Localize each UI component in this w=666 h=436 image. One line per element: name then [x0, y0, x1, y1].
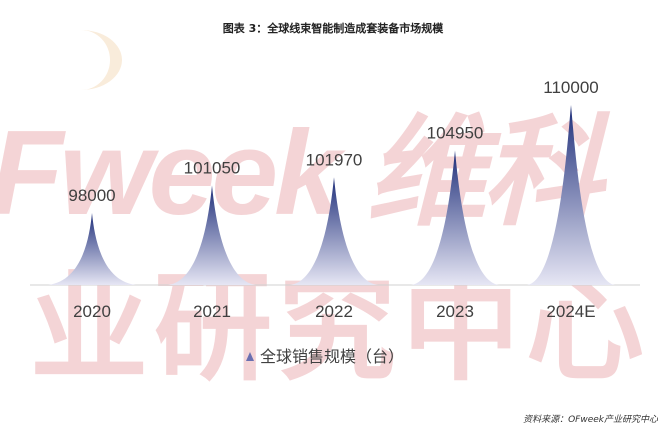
x-tick-label-2024E: 2024E [546, 302, 595, 321]
data-label-2022: 101970 [306, 150, 363, 169]
peak-2024E [527, 105, 615, 285]
legend-label: 全球销售规模（台） [260, 347, 404, 366]
peak-2020 [48, 213, 136, 285]
peak-2021 [168, 185, 256, 285]
x-tick-label-2022: 2022 [315, 302, 353, 321]
chart-title: 图表 3：全球线束智能制造成套装备市场规模 [222, 22, 444, 35]
data-label-2023: 104950 [427, 123, 484, 142]
data-label-2020: 98000 [68, 186, 115, 205]
x-tick-label-2023: 2023 [436, 302, 474, 321]
peak-2023 [411, 150, 499, 285]
peak-2022 [290, 177, 378, 285]
x-tick-label-2020: 2020 [73, 302, 111, 321]
x-tick-label-2021: 2021 [193, 302, 231, 321]
legend-marker-icon [246, 352, 254, 361]
source-note: 资料来源：OFweek产业研究中心 [523, 415, 658, 425]
data-label-2021: 101050 [184, 159, 241, 178]
data-label-2024E: 110000 [543, 78, 598, 97]
watermark-line1: Fweek 维科 [0, 106, 602, 240]
